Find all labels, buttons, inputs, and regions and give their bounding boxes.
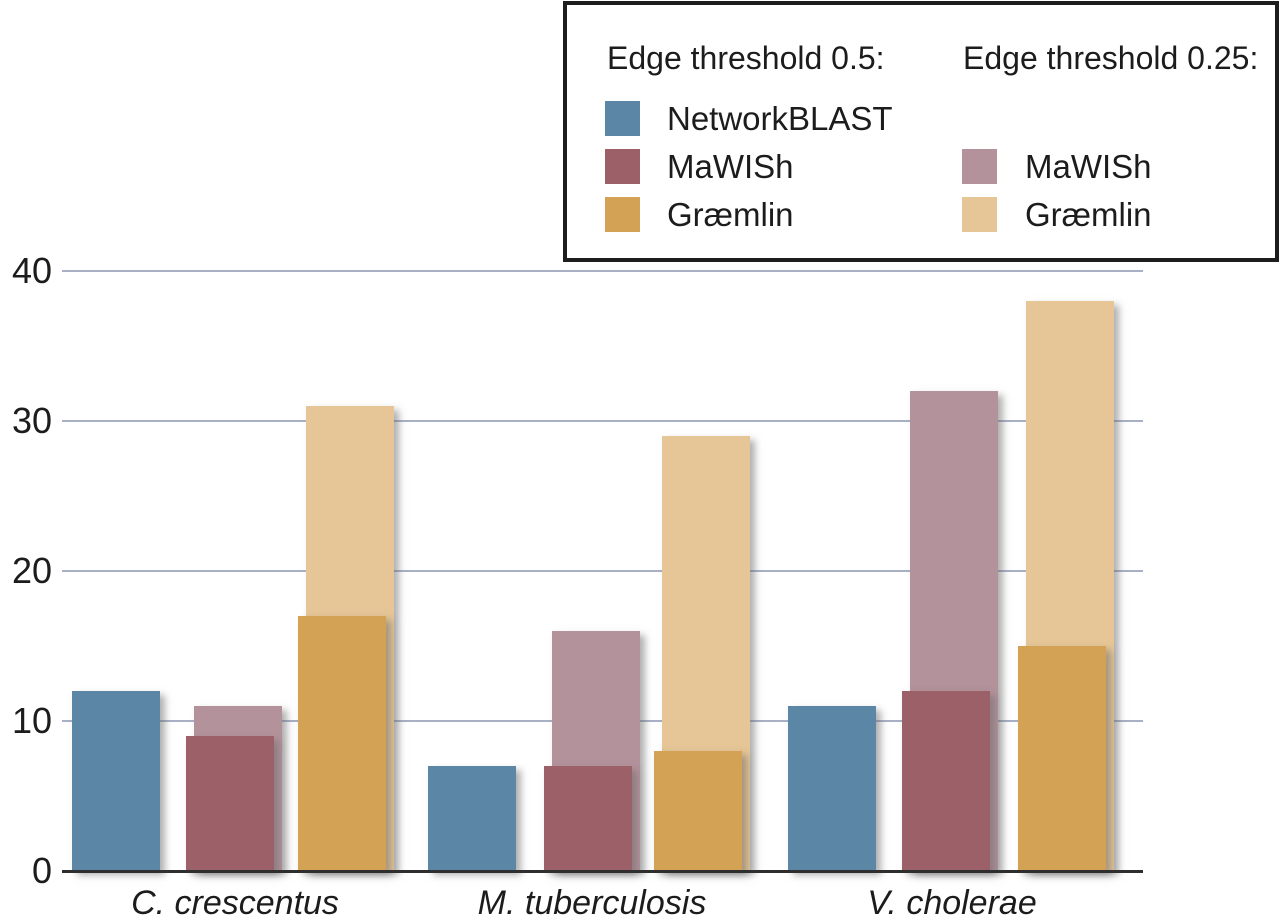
y-gridline-30 bbox=[62, 420, 1143, 422]
legend-label-mawish-05: MaWISh bbox=[667, 148, 794, 185]
legend-swatch-mawish-05 bbox=[605, 149, 640, 184]
y-axis-tick-label: 0 bbox=[31, 850, 52, 891]
legend-swatch-graemlin-05 bbox=[605, 197, 640, 232]
bar-networkblast-2 bbox=[788, 706, 876, 871]
x-category-label-2: V. cholerae bbox=[867, 884, 1037, 922]
legend-label-mawish-025: MaWISh bbox=[1025, 148, 1152, 185]
y-axis-tick-label: 10 bbox=[11, 700, 52, 741]
y-gridline-40 bbox=[62, 270, 1143, 272]
bar-graemlin-05-0 bbox=[298, 616, 386, 871]
y-axis-tick-label: 30 bbox=[11, 400, 52, 441]
legend-label-graemlin-025: Græmlin bbox=[1025, 196, 1152, 233]
bar-mawish-05-1 bbox=[544, 766, 632, 871]
legend-swatch-networkblast bbox=[605, 101, 640, 136]
bar-mawish-05-0 bbox=[186, 736, 274, 871]
x-category-label-0: C. crescentus bbox=[131, 884, 339, 922]
bar-mawish-05-2 bbox=[902, 691, 990, 871]
y-gridline-20 bbox=[62, 570, 1143, 572]
y-axis-tick-label: 40 bbox=[11, 250, 52, 291]
bar-networkblast-1 bbox=[428, 766, 516, 871]
bar-graemlin-05-1 bbox=[654, 751, 742, 871]
x-axis-line bbox=[62, 870, 1143, 873]
legend-swatch-graemlin-025 bbox=[962, 197, 997, 232]
bar-graemlin-05-2 bbox=[1018, 646, 1106, 871]
legend-column-title-threshold-05: Edge threshold 0.5: bbox=[607, 40, 885, 76]
legend-label-networkblast: NetworkBLAST bbox=[667, 100, 893, 137]
legend-column-title-threshold-025: Edge threshold 0.25: bbox=[963, 40, 1259, 76]
legend-box: Edge threshold 0.5: Edge threshold 0.25:… bbox=[563, 1, 1279, 262]
legend-label-graemlin-05: Græmlin bbox=[667, 196, 794, 233]
x-category-label-1: M. tuberculosis bbox=[477, 884, 707, 922]
bar-networkblast-0 bbox=[72, 691, 160, 871]
y-axis-tick-label: 20 bbox=[11, 550, 52, 591]
legend-swatch-mawish-025 bbox=[962, 149, 997, 184]
